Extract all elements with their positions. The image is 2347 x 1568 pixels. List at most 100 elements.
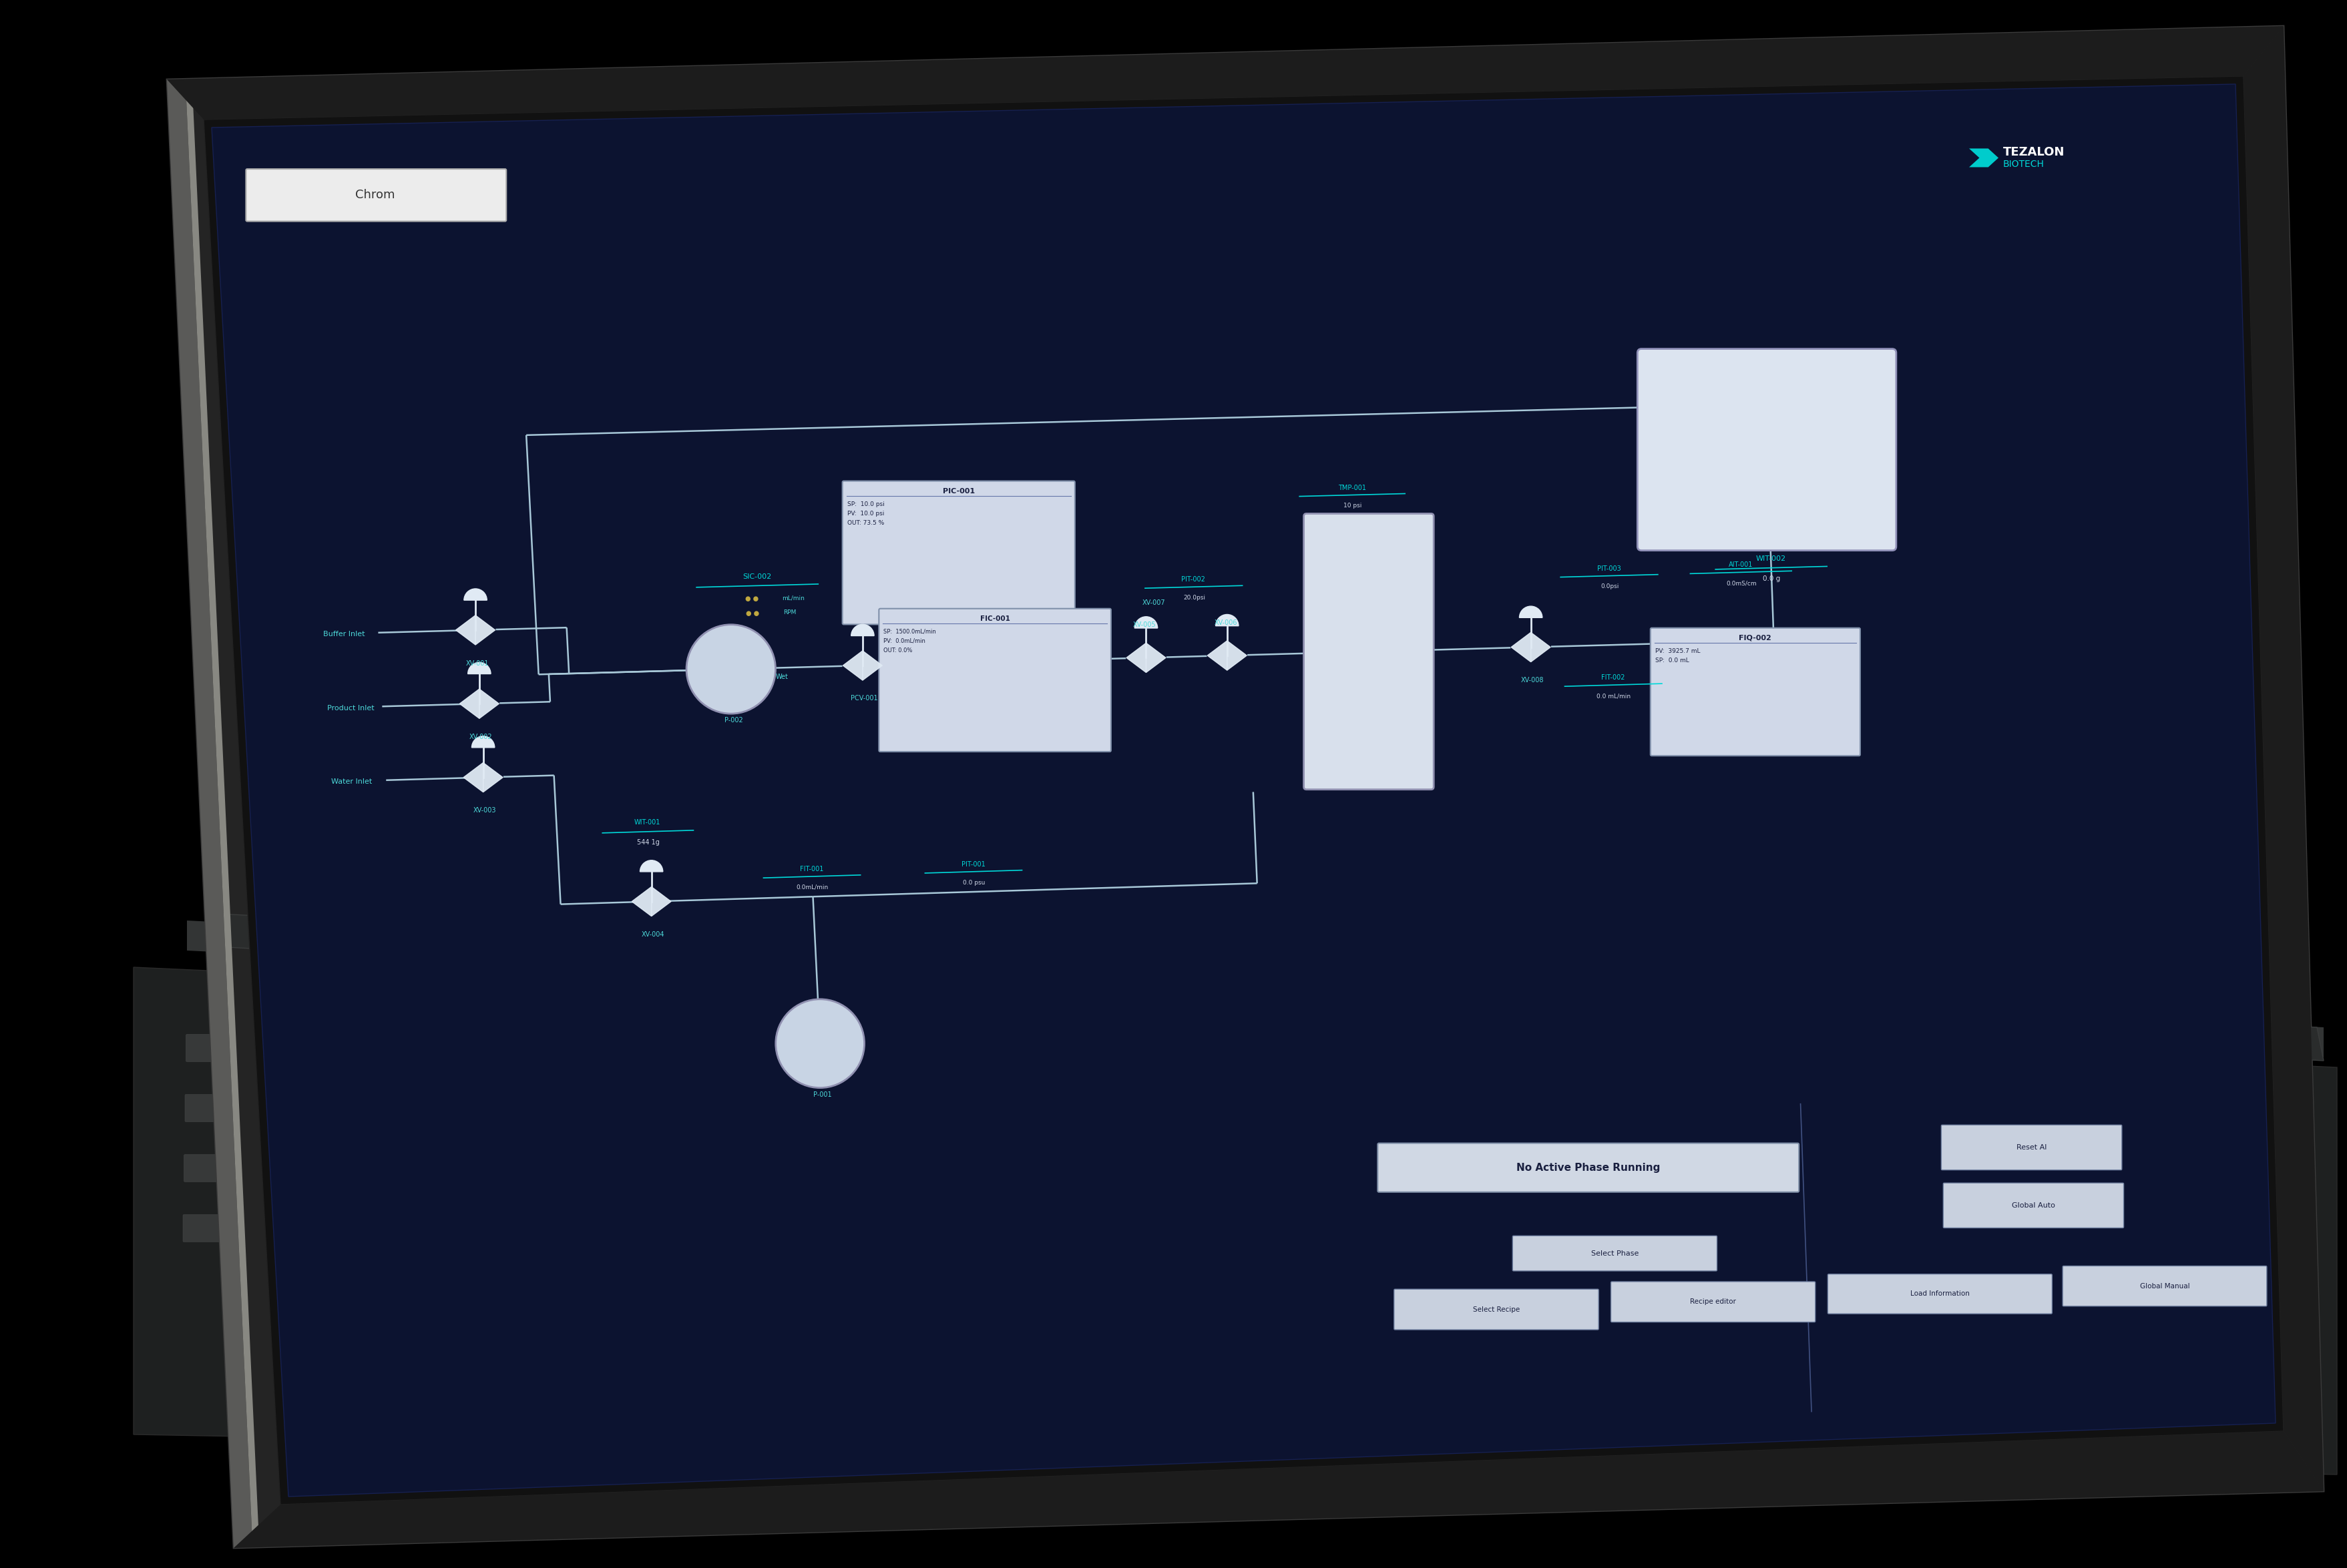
FancyBboxPatch shape: [378, 1041, 418, 1069]
FancyBboxPatch shape: [1913, 1281, 1953, 1309]
FancyBboxPatch shape: [711, 1236, 751, 1262]
Text: No Active Phase Running: No Active Phase Running: [1516, 1162, 1659, 1173]
FancyBboxPatch shape: [329, 1101, 368, 1127]
Text: XV-004: XV-004: [641, 931, 664, 938]
Polygon shape: [1227, 641, 1246, 670]
FancyBboxPatch shape: [843, 481, 1075, 624]
FancyBboxPatch shape: [1624, 1270, 1664, 1298]
Text: PV:  0.0mL/min: PV: 0.0mL/min: [882, 638, 925, 644]
FancyBboxPatch shape: [232, 1096, 272, 1124]
FancyBboxPatch shape: [904, 1242, 943, 1270]
FancyBboxPatch shape: [1340, 1079, 1378, 1107]
FancyBboxPatch shape: [376, 1162, 415, 1189]
Text: Reset Al: Reset Al: [2016, 1145, 2047, 1151]
Text: XV-003: XV-003: [474, 808, 495, 814]
Polygon shape: [1206, 641, 1227, 670]
FancyBboxPatch shape: [906, 1123, 943, 1149]
Text: 0.0 psu: 0.0 psu: [962, 880, 986, 886]
FancyBboxPatch shape: [1915, 1221, 1953, 1250]
Polygon shape: [134, 967, 2335, 1474]
FancyBboxPatch shape: [1436, 1083, 1474, 1110]
Polygon shape: [1145, 643, 1166, 673]
FancyBboxPatch shape: [1244, 1076, 1281, 1102]
FancyBboxPatch shape: [329, 1160, 366, 1187]
FancyBboxPatch shape: [1291, 1077, 1331, 1105]
Text: Wet: Wet: [775, 674, 789, 681]
Text: ● ●: ● ●: [744, 596, 758, 602]
Polygon shape: [211, 85, 2274, 1496]
FancyBboxPatch shape: [1049, 1127, 1089, 1156]
Text: XV-008: XV-008: [1521, 677, 1544, 684]
FancyBboxPatch shape: [1817, 1278, 1856, 1306]
Wedge shape: [1216, 615, 1239, 626]
FancyBboxPatch shape: [664, 1173, 704, 1201]
FancyBboxPatch shape: [620, 1051, 657, 1079]
FancyBboxPatch shape: [1096, 1250, 1136, 1278]
FancyBboxPatch shape: [763, 1057, 800, 1083]
FancyBboxPatch shape: [1673, 1212, 1713, 1240]
FancyBboxPatch shape: [1650, 627, 1859, 756]
Wedge shape: [465, 588, 486, 601]
Text: PV:  3925.7 mL: PV: 3925.7 mL: [1655, 648, 1699, 654]
FancyBboxPatch shape: [760, 1237, 798, 1264]
Text: 0.0 mL/min: 0.0 mL/min: [1596, 693, 1631, 699]
Text: XV-006: XV-006: [1213, 619, 1237, 626]
Polygon shape: [235, 1432, 2324, 1548]
Polygon shape: [861, 651, 882, 681]
FancyBboxPatch shape: [183, 1215, 221, 1242]
Text: 0.0mS/cm: 0.0mS/cm: [1725, 580, 1756, 586]
Text: XV-005: XV-005: [1134, 621, 1155, 629]
Text: SIC-002: SIC-002: [742, 574, 772, 580]
FancyBboxPatch shape: [2063, 1265, 2267, 1306]
Polygon shape: [204, 77, 2284, 1505]
FancyBboxPatch shape: [1723, 1214, 1760, 1242]
FancyBboxPatch shape: [279, 1218, 317, 1245]
FancyBboxPatch shape: [713, 1055, 753, 1082]
FancyBboxPatch shape: [232, 1156, 270, 1184]
FancyBboxPatch shape: [1481, 1265, 1519, 1292]
FancyBboxPatch shape: [1636, 348, 1896, 550]
FancyBboxPatch shape: [1192, 1254, 1230, 1281]
FancyBboxPatch shape: [326, 1220, 366, 1248]
Polygon shape: [650, 887, 671, 916]
FancyBboxPatch shape: [230, 1217, 270, 1243]
Polygon shape: [2244, 27, 2324, 1491]
Polygon shape: [483, 762, 502, 792]
FancyBboxPatch shape: [1481, 1204, 1521, 1232]
Text: PV:  10.0 psi: PV: 10.0 psi: [847, 510, 885, 516]
Polygon shape: [188, 920, 2324, 1057]
FancyBboxPatch shape: [1242, 1195, 1279, 1223]
FancyBboxPatch shape: [1626, 1210, 1664, 1237]
FancyBboxPatch shape: [331, 1040, 368, 1068]
FancyBboxPatch shape: [810, 1179, 847, 1206]
Text: Buffer Inlet: Buffer Inlet: [324, 630, 366, 638]
FancyBboxPatch shape: [807, 1239, 847, 1267]
Text: FIT-002: FIT-002: [1601, 674, 1624, 681]
FancyBboxPatch shape: [472, 1165, 512, 1193]
Circle shape: [775, 999, 864, 1088]
Text: Water Inlet: Water Inlet: [331, 778, 373, 786]
Text: OUT: 0.0%: OUT: 0.0%: [882, 648, 913, 654]
Text: 10 psi: 10 psi: [1342, 503, 1361, 510]
FancyBboxPatch shape: [474, 1105, 512, 1134]
FancyBboxPatch shape: [1000, 1187, 1040, 1214]
FancyBboxPatch shape: [1145, 1132, 1185, 1159]
Polygon shape: [476, 615, 495, 644]
FancyBboxPatch shape: [1098, 1069, 1138, 1098]
FancyBboxPatch shape: [282, 1038, 322, 1065]
Text: Global Auto: Global Auto: [2011, 1203, 2054, 1209]
FancyBboxPatch shape: [472, 1226, 509, 1253]
Wedge shape: [1134, 616, 1157, 629]
Polygon shape: [631, 887, 650, 916]
FancyBboxPatch shape: [185, 1094, 223, 1121]
FancyBboxPatch shape: [1385, 1201, 1425, 1229]
FancyBboxPatch shape: [1000, 1247, 1040, 1273]
FancyBboxPatch shape: [810, 1118, 847, 1146]
FancyBboxPatch shape: [1242, 1135, 1281, 1163]
FancyBboxPatch shape: [857, 1121, 897, 1148]
FancyBboxPatch shape: [1530, 1146, 1570, 1174]
FancyBboxPatch shape: [763, 1116, 800, 1145]
Text: OUT: 73.5 %: OUT: 73.5 %: [847, 519, 885, 525]
FancyBboxPatch shape: [1002, 1126, 1040, 1154]
FancyBboxPatch shape: [1962, 1163, 2002, 1192]
